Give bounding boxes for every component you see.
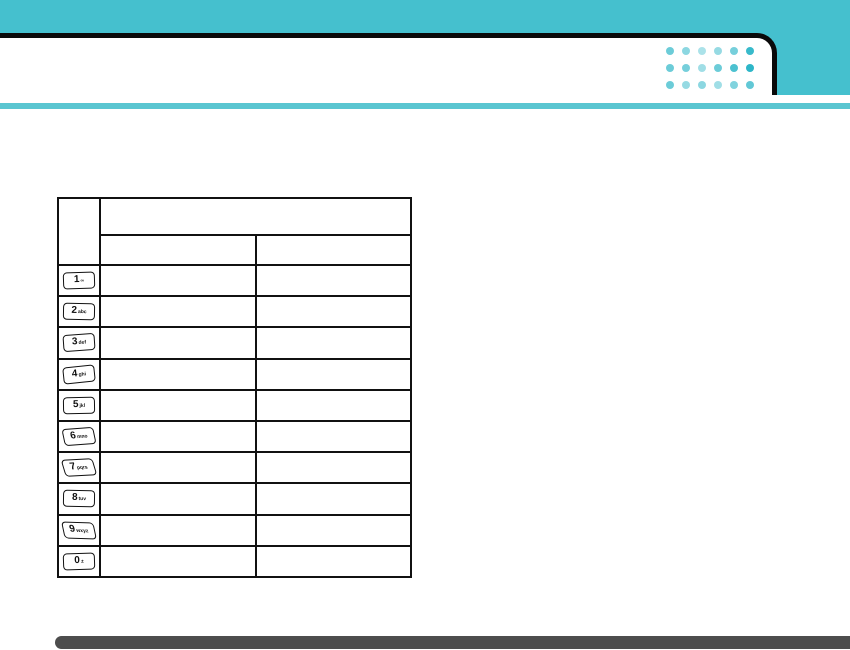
key-number: 8 (71, 492, 78, 504)
header-group-cell (99, 197, 412, 236)
entry-cell-1 (99, 544, 257, 579)
table-row: 9wxyz (57, 513, 412, 547)
key-number: 4 (71, 367, 79, 380)
keypad-key-icon: 9wxyz (61, 521, 97, 540)
teal-dot (714, 47, 722, 55)
teal-dot (682, 64, 690, 72)
key-cell: 4ghi (57, 357, 101, 391)
teal-dot (666, 64, 674, 72)
entry-cell-2 (254, 326, 412, 360)
divider-line (0, 103, 850, 109)
teal-dot (682, 81, 690, 89)
table-row: 4ghi (57, 357, 412, 391)
entry-cell-1 (99, 326, 257, 360)
key-letters: abc (77, 309, 87, 316)
teal-dot (746, 81, 754, 89)
key-cell: 9wxyz (57, 513, 101, 547)
keypad-key-icon: 6mno (61, 426, 97, 447)
dots-decoration-grid (666, 47, 754, 89)
teal-dot (682, 47, 690, 55)
teal-dot (730, 47, 738, 55)
entry-cell-2 (254, 357, 412, 391)
entry-cell-1 (99, 451, 257, 485)
key-number: 5 (72, 398, 79, 410)
entry-cell-1 (99, 388, 257, 422)
teal-dot (746, 47, 754, 55)
entry-cell-2 (254, 544, 412, 579)
entry-cell-1 (99, 482, 257, 516)
key-letters: ∞ (80, 277, 85, 285)
keypad-key-icon: 7pqrs (60, 458, 98, 478)
header-corner-cell (57, 197, 101, 266)
entry-cell-2 (254, 263, 412, 298)
table-header-row-2 (58, 234, 412, 266)
entry-cell-2 (254, 482, 412, 516)
key-number: 1 (73, 274, 80, 286)
entry-cell-1 (99, 513, 257, 547)
key-cell: 3def (57, 326, 101, 360)
teal-dot (714, 64, 722, 72)
keypad-key-icon: 3def (62, 333, 96, 353)
keypad-key-icon: 4ghi (62, 364, 96, 385)
entry-cell-1 (99, 357, 257, 391)
table-row: 2abc (57, 295, 412, 329)
key-cell: 0± (57, 544, 101, 579)
keypad-key-icon: 5jkl (62, 396, 96, 415)
keypad-key-icon: 2abc (62, 303, 96, 321)
teal-dot (714, 81, 722, 89)
key-letters: jkl (79, 402, 86, 409)
table-row: 8tuv (57, 482, 412, 516)
teal-dot (698, 64, 706, 72)
header-subcell-2 (254, 234, 412, 266)
table-row: 6mno (57, 419, 412, 454)
teal-dot (730, 81, 738, 89)
footer-bar (55, 636, 850, 649)
key-cell: 5jkl (57, 388, 101, 422)
teal-dot (666, 47, 674, 55)
table-row: 3def (57, 326, 412, 360)
keypad-key-icon: 8tuv (62, 490, 96, 508)
entry-cell-2 (254, 388, 412, 422)
teal-dot (730, 64, 738, 72)
teal-dot (666, 81, 674, 89)
key-number: 6 (69, 430, 77, 442)
entry-cell-2 (254, 419, 412, 454)
teal-dot (746, 64, 754, 72)
entry-cell-1 (99, 419, 257, 454)
key-letters: wxyz (75, 527, 90, 534)
table-header-row-1 (57, 197, 412, 266)
entry-cell-2 (254, 451, 412, 485)
content-panel (0, 33, 777, 95)
teal-dot (698, 81, 706, 89)
key-cell: 2abc (57, 295, 101, 329)
key-number: 3 (71, 336, 78, 348)
teal-dot (698, 47, 706, 55)
table-row: 0± (57, 544, 412, 579)
entry-cell-2 (254, 295, 412, 329)
keypad-key-icon: 0± (62, 552, 96, 571)
key-number: 0 (74, 554, 81, 567)
table-row: 1∞ (57, 263, 412, 298)
table-row: 5jkl (57, 388, 412, 422)
key-cell: 8tuv (57, 482, 101, 516)
key-cell: 1∞ (57, 263, 101, 298)
key-letters: ghi (78, 370, 87, 378)
key-cell: 6mno (57, 419, 101, 454)
entry-cell-1 (99, 263, 257, 298)
entry-cell-1 (99, 295, 257, 329)
key-letters: ± (80, 558, 84, 565)
entry-cell-2 (254, 513, 412, 547)
key-letters: def (78, 339, 87, 347)
table-row: 7pqrs (57, 451, 412, 485)
key-cell: 7pqrs (57, 451, 101, 485)
key-letters: pqrs (76, 464, 89, 472)
keypad-table: 1∞ 2abc 3def 4ghi (57, 197, 412, 579)
header-subcell-1 (99, 234, 257, 266)
keypad-key-icon: 1∞ (62, 271, 96, 290)
key-letters: tuv (78, 496, 87, 503)
key-number: 2 (71, 305, 78, 317)
key-letters: mno (76, 433, 89, 441)
